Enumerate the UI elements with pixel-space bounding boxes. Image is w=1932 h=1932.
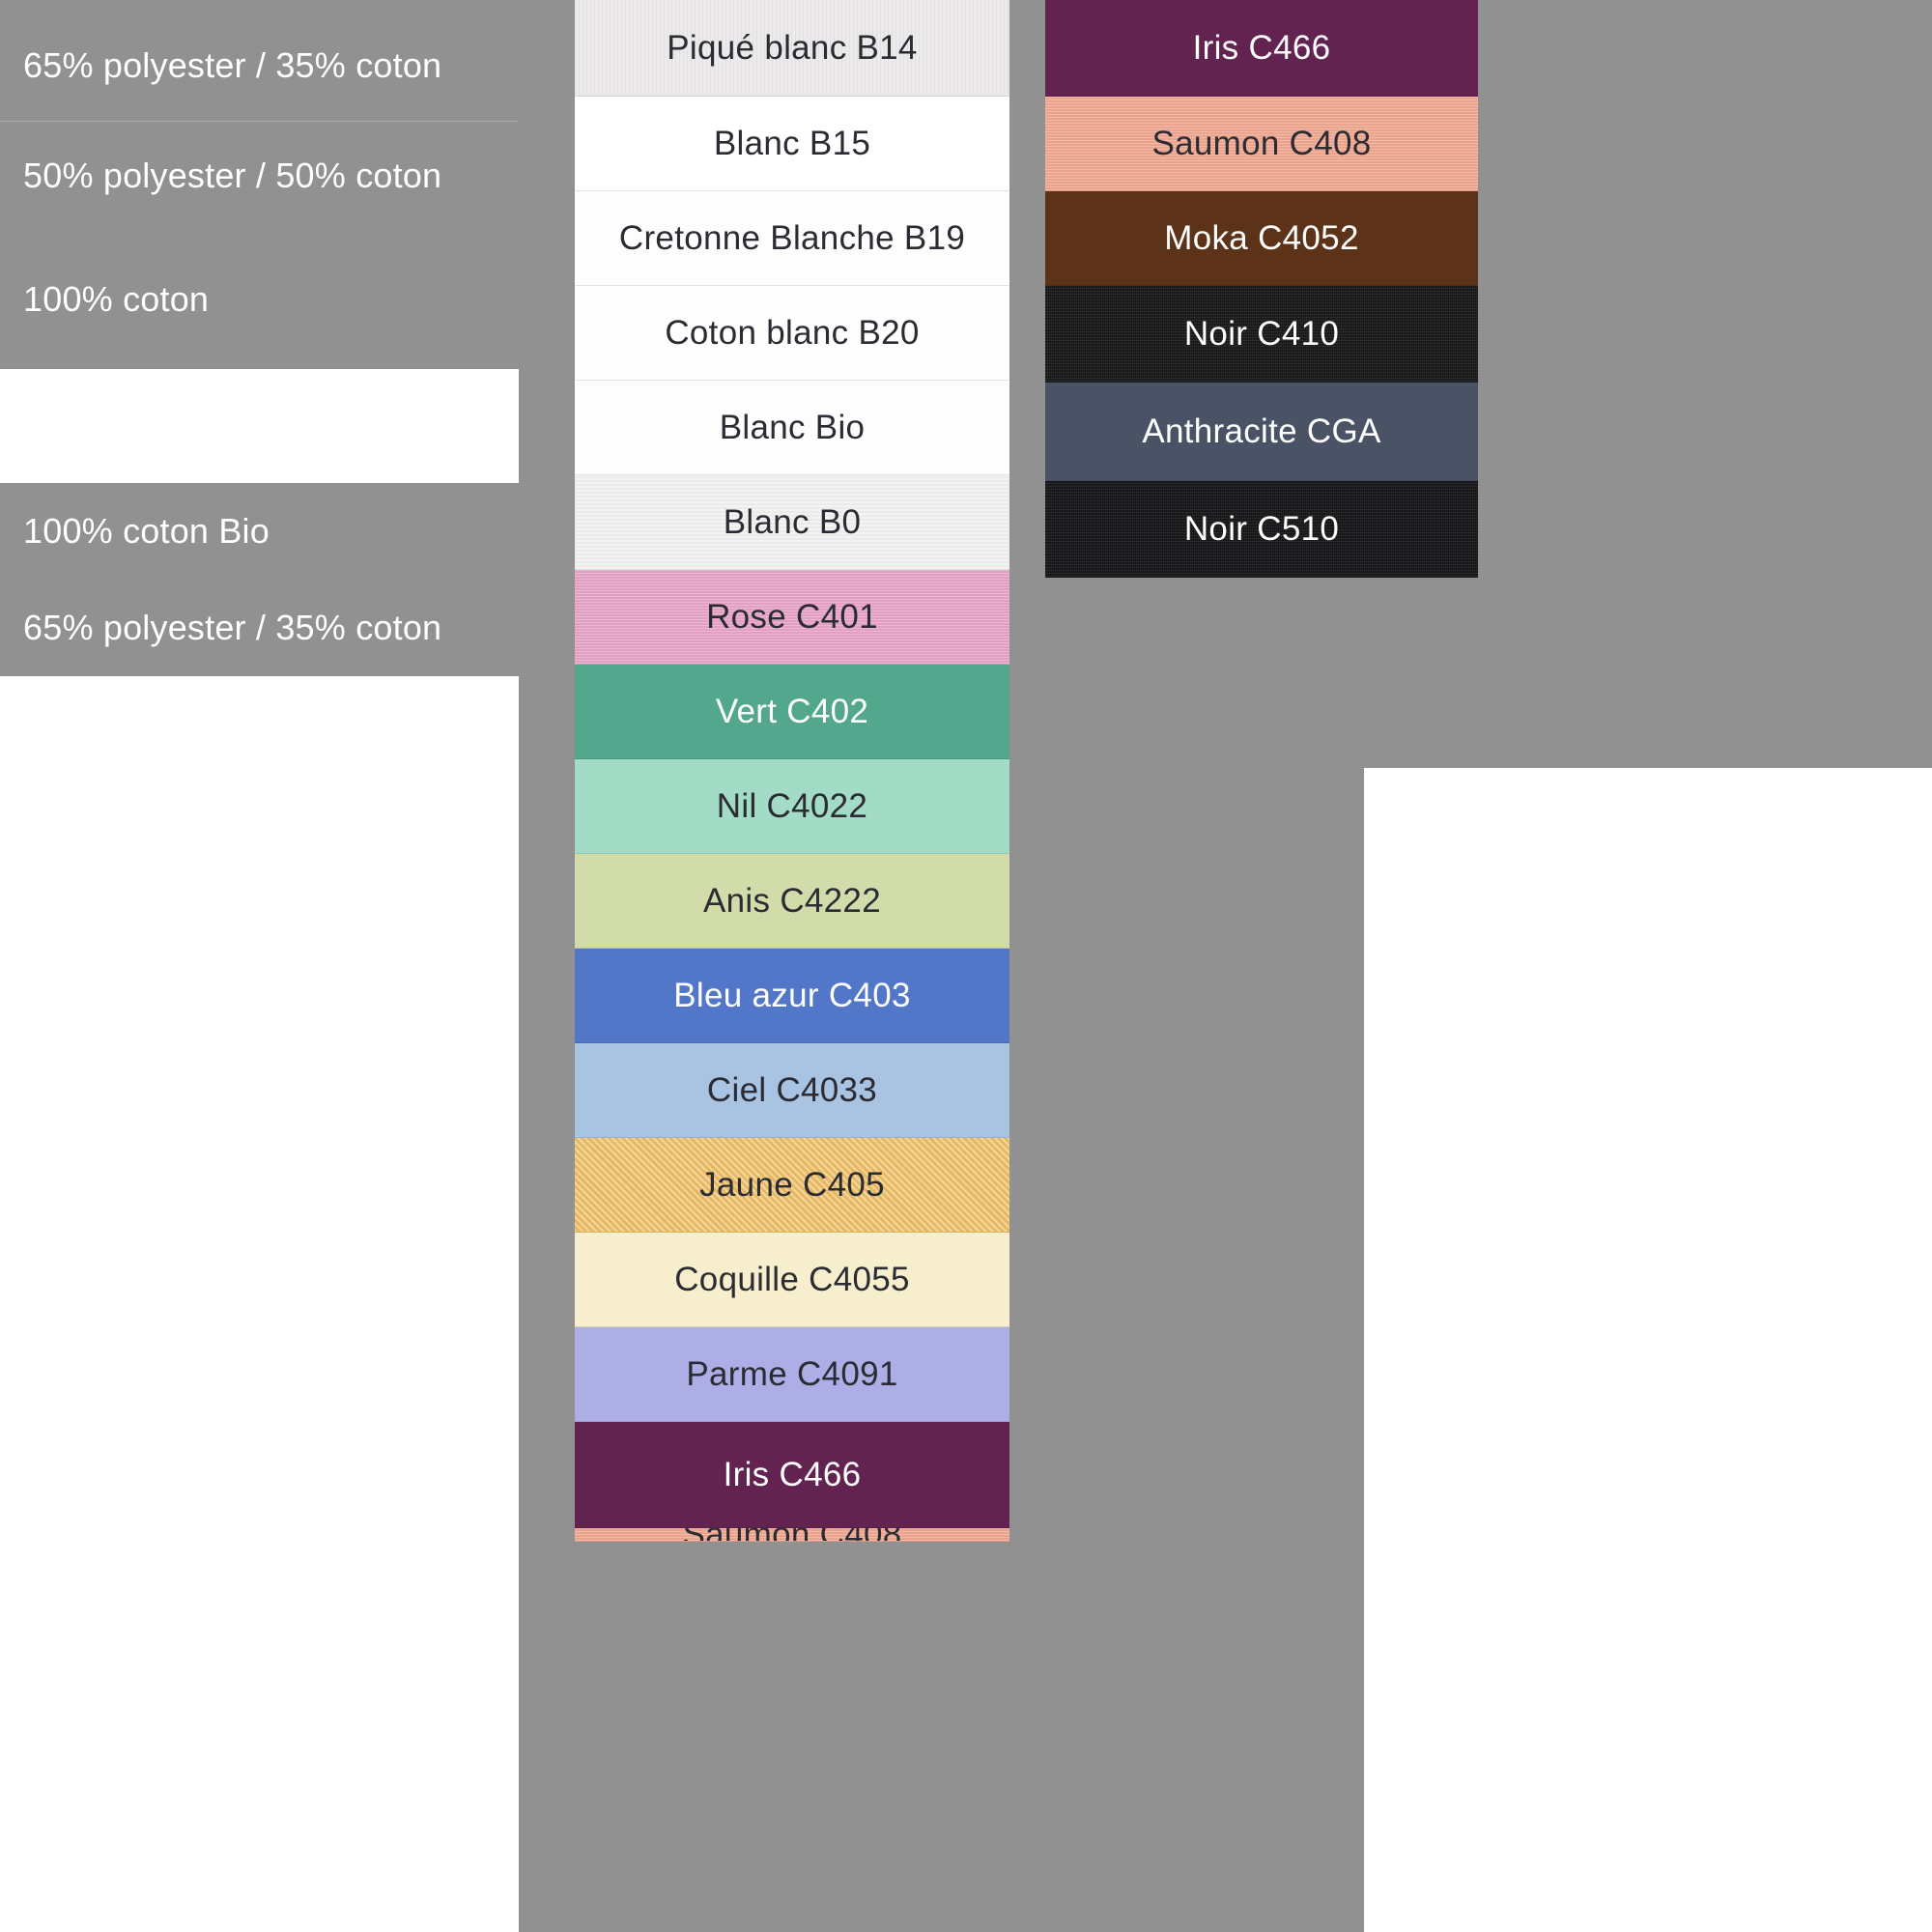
fabric-composition-label: 65% polyester / 35% coton [23, 608, 442, 647]
color-swatch-label: Iris C466 [723, 1455, 862, 1493]
color-swatch-row[interactable]: Anthracite CGA [1045, 383, 1478, 481]
fabric-composition-panel: 65% polyester / 35% coton 50% polyester /… [0, 0, 519, 1932]
color-swatch-label: Ciel C4033 [706, 1070, 878, 1109]
color-swatch-row[interactable]: Iris C466 [1045, 0, 1478, 97]
color-swatch-row[interactable]: Blanc B15 [575, 97, 1009, 191]
color-swatch-row[interactable]: Piqué blanc B14 [575, 0, 1009, 97]
color-swatch-row[interactable]: Anis C4222 [575, 854, 1009, 949]
fabric-composition-label: 50% polyester / 50% coton [23, 156, 442, 195]
color-swatch-row[interactable]: Blanc B0 [575, 475, 1009, 570]
fabric-composition-label: 100% coton Bio [23, 511, 270, 551]
color-swatch-row[interactable]: Blanc Bio [575, 381, 1009, 475]
color-swatch-row[interactable]: Moka C4052 [1045, 191, 1478, 286]
color-swatch-label: Nil C4022 [716, 786, 868, 825]
color-swatch-label: Jaune C405 [699, 1165, 885, 1204]
left-white-panel [0, 575, 519, 1932]
color-swatch-row[interactable]: Nil C4022 [575, 759, 1009, 854]
color-swatch-row[interactable]: Iris C466 [575, 1422, 1009, 1528]
color-swatch-label: Noir C510 [1183, 509, 1340, 548]
color-swatch-row[interactable]: Ciel C4033 [575, 1043, 1009, 1138]
color-swatch-column-center: Piqué blanc B14 Blanc B15 Cretonne Blanche… [575, 0, 1009, 1542]
row-divider [0, 121, 519, 122]
fabric-composition-row[interactable]: 100% coton Bio [0, 483, 519, 580]
color-swatch-row[interactable]: Vert C402 [575, 665, 1009, 759]
fabric-composition-label: 65% polyester / 35% coton [23, 44, 442, 85]
color-swatch-label: Coquille C4055 [674, 1260, 910, 1298]
color-swatch-label: Anis C4222 [703, 881, 881, 920]
color-swatch-label: Saumon C408 [682, 1528, 901, 1541]
color-swatch-row[interactable]: Coton blanc B20 [575, 286, 1009, 381]
color-swatch-row[interactable]: Rose C401 [575, 570, 1009, 665]
color-swatch-label: Bleu azur C403 [673, 976, 911, 1014]
color-swatch-label: Noir C410 [1183, 314, 1340, 353]
fabric-composition-label: 100% coton [23, 279, 210, 319]
color-swatch-label: Cretonne Blanche B19 [618, 218, 966, 257]
color-swatch-row[interactable]: Saumon C408 [575, 1528, 1009, 1542]
fabric-composition-row[interactable]: 100% coton [0, 230, 519, 369]
color-swatch-label: Blanc B0 [723, 502, 862, 541]
color-swatch-row[interactable]: Noir C410 [1045, 286, 1478, 383]
fabric-composition-row[interactable]: 65% polyester / 35% coton [0, 10, 519, 121]
color-swatch-label: Moka C4052 [1164, 218, 1359, 257]
fabric-composition-spacer [0, 369, 519, 483]
color-swatch-row[interactable]: Parme C4091 [575, 1327, 1009, 1422]
color-swatch-row[interactable]: Bleu azur C403 [575, 949, 1009, 1043]
color-swatch-label: Rose C401 [706, 597, 878, 636]
color-swatch-label: Coton blanc B20 [665, 313, 920, 352]
color-swatch-label: Piqué blanc B14 [667, 28, 918, 67]
color-swatch-row[interactable]: Cretonne Blanche B19 [575, 191, 1009, 286]
color-swatch-row[interactable]: Noir C510 [1045, 481, 1478, 578]
color-swatch-label: Parme C4091 [686, 1354, 898, 1393]
color-swatch-label: Blanc B15 [713, 124, 871, 162]
color-swatch-label: Vert C402 [715, 692, 869, 730]
color-swatch-row[interactable]: Jaune C405 [575, 1138, 1009, 1233]
right-white-panel [1364, 768, 1932, 1932]
color-swatch-label: Blanc Bio [719, 408, 866, 446]
color-swatch-label: Anthracite CGA [1142, 412, 1381, 450]
color-swatch-column-right: Iris C466 Saumon C408 Moka C4052 Noir C410 A… [1045, 0, 1478, 578]
color-swatch-row[interactable]: Saumon C408 [1045, 97, 1478, 191]
color-swatch-label: Saumon C408 [1151, 124, 1372, 162]
fabric-composition-row[interactable]: 50% polyester / 50% coton [0, 122, 519, 230]
color-swatch-label: Iris C466 [1192, 28, 1331, 67]
color-swatch-row[interactable]: Coquille C4055 [575, 1233, 1009, 1327]
fabric-composition-row[interactable]: 65% polyester / 35% coton [0, 580, 519, 676]
